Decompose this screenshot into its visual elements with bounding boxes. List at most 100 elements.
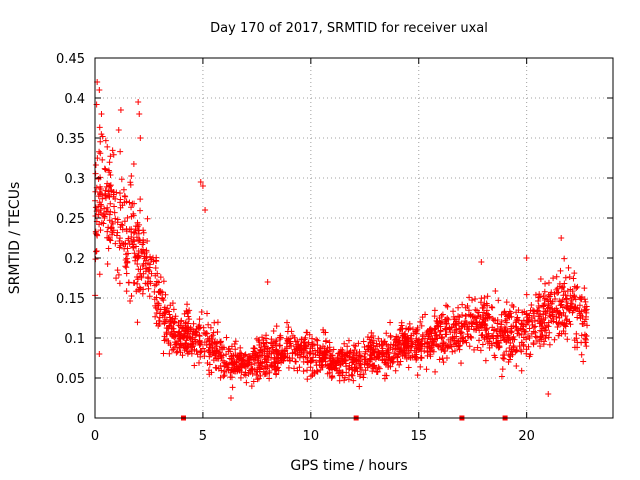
data-point: [160, 350, 167, 357]
data-point: [104, 228, 111, 235]
data-point: [292, 338, 299, 345]
data-point: [505, 337, 512, 344]
data-point: [458, 320, 465, 327]
data-point: [153, 278, 160, 285]
data-point: [503, 299, 510, 306]
y-axis-label: SRMTID / TECUs: [7, 182, 23, 295]
data-point: [186, 316, 193, 323]
data-point: [495, 297, 502, 304]
data-point: [97, 227, 104, 234]
data-point: [414, 324, 421, 331]
data-point: [243, 379, 250, 386]
data-point: [292, 349, 299, 356]
data-point: [471, 296, 478, 303]
data-point: [410, 326, 417, 333]
data-point: [102, 166, 109, 173]
data-point: [106, 159, 113, 166]
data-point: [357, 371, 364, 378]
data-point: [484, 293, 491, 300]
data-point: [181, 332, 188, 339]
data-point: [449, 348, 456, 355]
data-point: [132, 257, 139, 264]
data-point: [162, 318, 169, 325]
data-point: [356, 348, 363, 355]
data-point: [128, 292, 135, 299]
data-point: [313, 336, 320, 343]
data-point: [387, 334, 394, 341]
data-point: [474, 344, 481, 351]
data-point: [348, 356, 355, 363]
data-point: [167, 342, 174, 349]
data-point: [314, 342, 321, 349]
data-point: [130, 161, 137, 168]
data-point: [583, 303, 590, 310]
data-point: [583, 332, 590, 339]
data-point: [167, 302, 174, 309]
data-point: [96, 87, 103, 93]
data-point: [191, 362, 198, 369]
data-point: [117, 107, 124, 113]
data-point: [560, 328, 567, 335]
data-point: [112, 240, 119, 247]
data-point: [97, 186, 104, 193]
data-point: [508, 346, 515, 353]
data-point: [170, 306, 177, 313]
data-point: [163, 329, 170, 336]
data-point: [556, 330, 563, 337]
data-point: [307, 357, 314, 364]
data-point: [106, 236, 113, 243]
data-point: [418, 354, 425, 361]
data-point: [228, 343, 235, 350]
data-point: [571, 283, 578, 290]
data-point: [210, 349, 217, 356]
data-point: [572, 296, 579, 303]
data-point: [458, 335, 465, 342]
data-point: [270, 328, 277, 335]
data-point: [227, 369, 234, 376]
data-point: [232, 346, 239, 353]
data-point: [198, 348, 205, 355]
data-point: [175, 322, 182, 329]
data-point: [401, 347, 408, 354]
data-point: [528, 330, 535, 337]
data-point: [442, 348, 449, 355]
data-point: [478, 332, 485, 339]
data-point: [392, 345, 399, 352]
data-point: [513, 363, 520, 370]
data-point: [129, 200, 136, 207]
data-point: [523, 336, 530, 343]
data-point: [305, 339, 312, 346]
data-point: [276, 342, 283, 349]
data-point: [227, 395, 234, 401]
data-point: [488, 304, 495, 311]
data-point: [399, 330, 406, 337]
data-point: [151, 288, 158, 295]
data-point: [362, 356, 369, 363]
data-point: [166, 350, 173, 357]
data-point: [482, 318, 489, 325]
data-point: [284, 319, 291, 326]
data-point: [451, 329, 458, 336]
data-point: [546, 341, 553, 348]
data-point: [396, 327, 403, 334]
data-point: [584, 322, 591, 329]
data-point: [190, 320, 197, 327]
data-point: [163, 307, 170, 314]
data-point: [196, 316, 203, 323]
data-point: [220, 373, 227, 380]
data-point: [171, 328, 178, 335]
data-point: [127, 297, 134, 304]
data-point: [285, 364, 292, 371]
data-point: [283, 345, 290, 352]
data-point: [415, 336, 422, 343]
data-point: [178, 317, 185, 324]
data-point: [491, 326, 498, 333]
data-point: [102, 137, 109, 144]
data-point: [327, 360, 334, 367]
data-point: [328, 352, 335, 359]
data-point: [578, 308, 585, 315]
data-point: [250, 345, 257, 352]
data-point: [557, 267, 564, 274]
data-point: [440, 339, 447, 346]
data-point: [581, 285, 588, 292]
